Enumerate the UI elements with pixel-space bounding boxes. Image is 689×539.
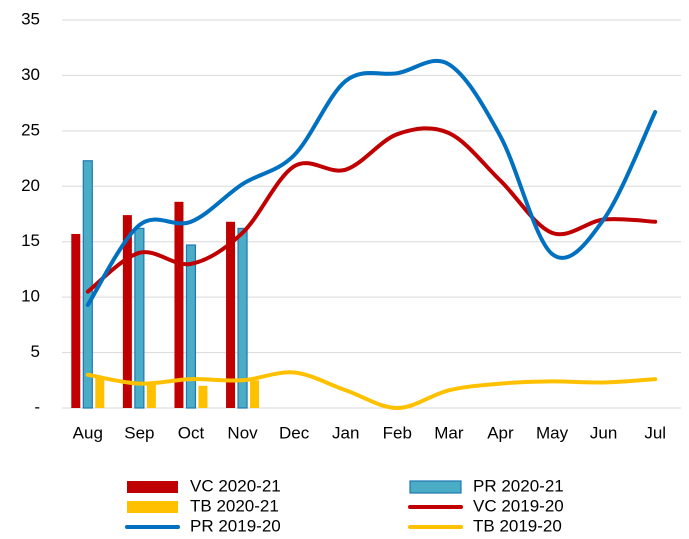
legend-swatch [127,501,178,513]
bar [198,385,208,408]
x-tick-label: Dec [279,423,310,442]
x-tick-label: Mar [434,423,464,442]
y-tick-label: 15 [21,231,40,250]
bar [174,201,184,408]
y-tick-label: 10 [21,287,40,306]
bar [185,244,197,409]
x-tick-label: Jul [644,423,666,442]
x-tick-label: Aug [73,423,103,442]
line [85,370,658,411]
y-tick-label: 5 [31,342,40,361]
legend-label: VC 2019-20 [473,496,564,515]
bar [122,215,132,408]
x-tick-label: Jan [332,423,359,442]
x-tick-label: Feb [383,423,412,442]
legend-label: TB 2019-20 [473,516,562,535]
bar [146,382,156,408]
x-tick-label: Jun [590,423,617,442]
legend-swatch [127,481,178,493]
legend-label: VC 2020-21 [190,476,281,495]
bar [71,233,81,408]
y-tick-label: - [34,397,40,416]
x-tick-label: May [536,423,569,442]
y-tick-label: 35 [21,9,40,28]
bar [134,227,145,409]
bar [237,227,248,409]
line [85,126,658,294]
x-tick-label: Nov [227,423,258,442]
bar [250,380,260,408]
legend-label: TB 2020-21 [190,496,279,515]
y-tick-label: 30 [21,65,40,84]
line [85,58,658,307]
x-tick-label: Apr [487,423,514,442]
bar [82,160,93,409]
x-tick-label: Sep [124,423,154,442]
legend-label: PR 2020-21 [473,476,564,495]
y-tick-label: 20 [21,176,40,195]
bar [95,376,105,408]
y-tick-label: 25 [21,120,40,139]
legend-swatch [409,480,462,494]
x-tick-label: Oct [178,423,205,442]
legend-label: PR 2019-20 [190,516,281,535]
bar [226,221,236,408]
